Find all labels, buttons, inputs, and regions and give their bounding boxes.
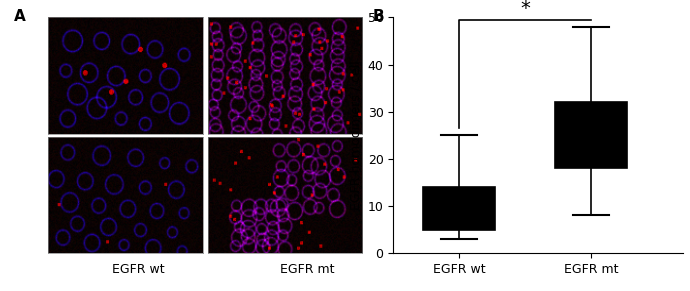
Text: EGFR mt: EGFR mt: [280, 263, 334, 276]
PathPatch shape: [423, 187, 495, 230]
Text: EGFR wt: EGFR wt: [112, 263, 164, 276]
Text: B: B: [373, 9, 384, 24]
PathPatch shape: [555, 102, 627, 168]
Text: A: A: [14, 9, 26, 24]
Y-axis label: EGFR homodimers / cell: EGFR homodimers / cell: [349, 61, 362, 210]
Text: *: *: [520, 0, 530, 18]
